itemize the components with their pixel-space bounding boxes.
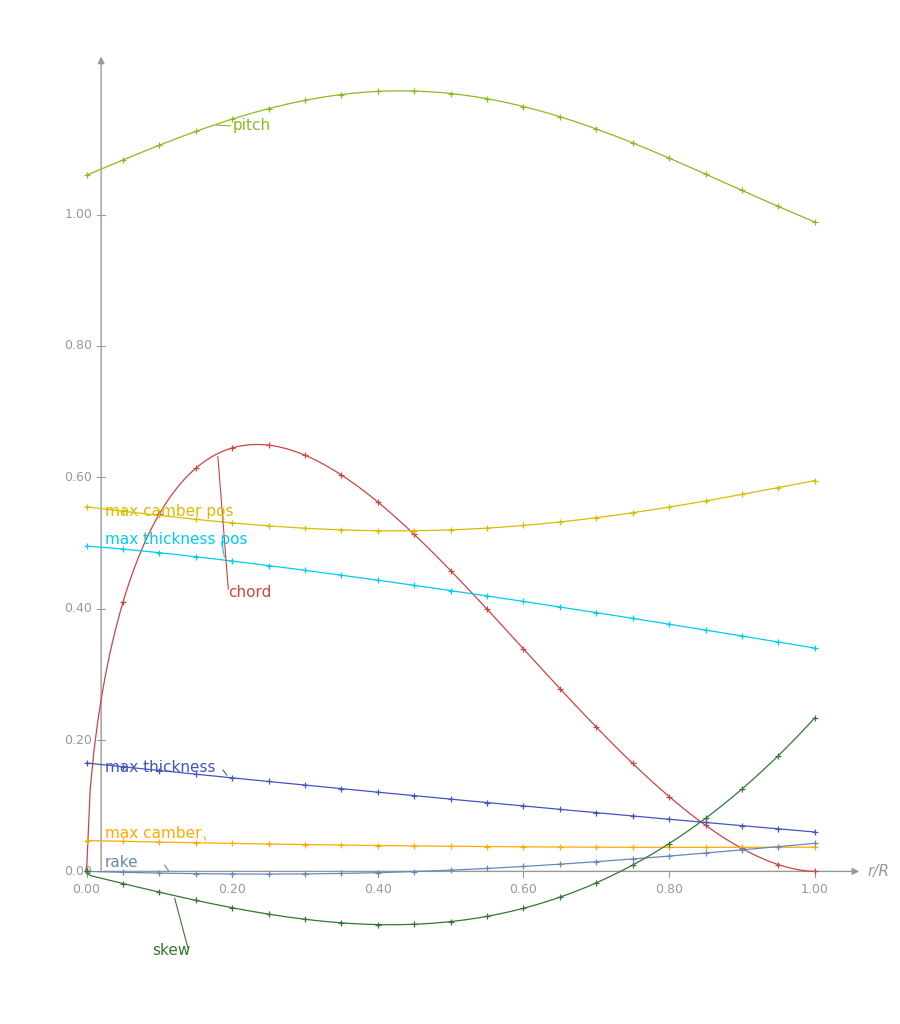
Text: r/R: r/R: [868, 864, 889, 879]
Text: 0.80: 0.80: [655, 884, 683, 896]
Text: rake: rake: [104, 855, 139, 870]
Text: max thickness: max thickness: [104, 760, 215, 775]
Text: max camber pos: max camber pos: [104, 504, 233, 519]
Text: max thickness pos: max thickness pos: [104, 532, 248, 547]
Text: 0.20: 0.20: [65, 733, 93, 746]
Text: 0.80: 0.80: [65, 340, 93, 352]
Text: 1.00: 1.00: [65, 208, 93, 221]
Text: max camber: max camber: [104, 826, 202, 842]
Text: skew: skew: [152, 943, 191, 957]
Text: 0.60: 0.60: [65, 471, 93, 483]
Text: 0.00: 0.00: [65, 865, 93, 878]
Text: chord: chord: [229, 585, 272, 600]
Text: pitch: pitch: [232, 119, 270, 133]
Text: 0.40: 0.40: [364, 884, 392, 896]
Text: 0.20: 0.20: [219, 884, 246, 896]
Text: 0.40: 0.40: [65, 602, 93, 615]
Text: 0.60: 0.60: [509, 884, 537, 896]
Text: 1.00: 1.00: [801, 884, 829, 896]
Text: 0.00: 0.00: [73, 884, 101, 896]
